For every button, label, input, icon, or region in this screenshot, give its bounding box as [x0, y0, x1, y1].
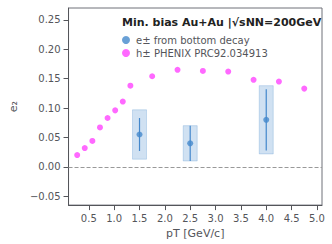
svg-text:1.0: 1.0: [106, 213, 122, 224]
svg-text:0.00: 0.00: [38, 161, 60, 172]
svg-text:5.0: 5.0: [309, 213, 325, 224]
svg-text:3.5: 3.5: [233, 213, 249, 224]
svg-text:−0.05: −0.05: [30, 191, 61, 202]
svg-text:h± PHENIX PRC92.034913: h± PHENIX PRC92.034913: [136, 48, 268, 59]
svg-text:4.0: 4.0: [258, 213, 274, 224]
svg-text:0.15: 0.15: [38, 73, 60, 84]
svg-text:1.5: 1.5: [132, 213, 148, 224]
svg-text:4.5: 4.5: [284, 213, 300, 224]
svg-text:2.0: 2.0: [157, 213, 173, 224]
svg-text:0.10: 0.10: [38, 103, 60, 114]
svg-text:2.5: 2.5: [182, 213, 198, 224]
svg-text:0.05: 0.05: [38, 132, 60, 143]
svg-text:e± from bottom decay: e± from bottom decay: [136, 35, 250, 46]
svg-text:pT [GeV/c]: pT [GeV/c]: [166, 227, 224, 240]
svg-text:Min. bias Au+Au |√sNN=200GeV: Min. bias Au+Au |√sNN=200GeV: [122, 16, 322, 29]
svg-text:0.25: 0.25: [38, 14, 60, 25]
svg-text:3.0: 3.0: [208, 213, 224, 224]
svg-text:e₂: e₂: [7, 101, 20, 112]
svg-text:0.5: 0.5: [81, 213, 97, 224]
svg-text:0.20: 0.20: [38, 44, 60, 55]
